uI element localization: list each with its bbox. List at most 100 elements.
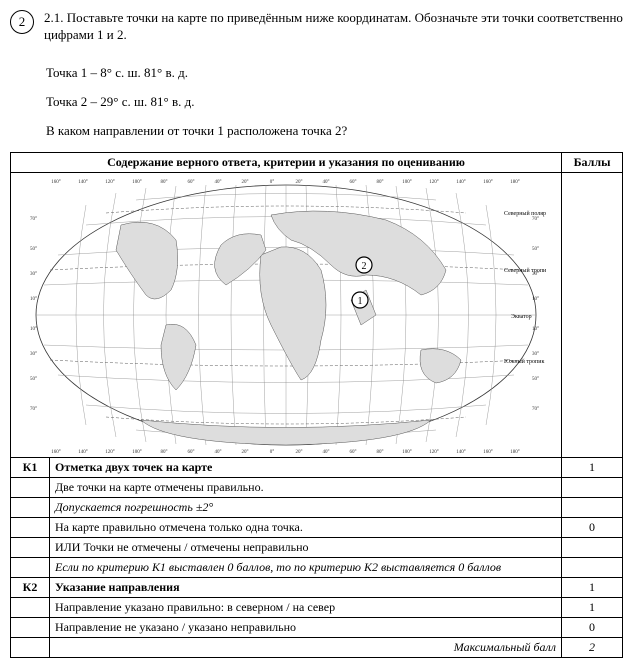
svg-text:180°: 180° [510, 180, 520, 185]
svg-text:Экватор: Экватор [511, 314, 532, 320]
svg-text:1: 1 [358, 296, 363, 307]
svg-text:Южный тропик: Южный тропик [504, 358, 544, 365]
map-point-1: 1 [352, 292, 368, 308]
criteria-key: К1 [11, 457, 50, 477]
criteria-score [562, 537, 623, 557]
criteria-text: Отметка двух точек на карте [50, 457, 562, 477]
svg-text:60°: 60° [350, 450, 357, 455]
svg-text:60°: 60° [188, 450, 195, 455]
world-map: 1 2 Северный полярный круг Северный троп… [26, 175, 546, 455]
svg-text:80°: 80° [377, 180, 384, 185]
svg-text:160°: 160° [483, 180, 493, 185]
svg-text:60°: 60° [188, 180, 195, 185]
table-row: ИЛИ Точки не отмечены / отмечены неправи… [11, 537, 623, 557]
criteria-score: 1 [562, 597, 623, 617]
criteria-text: Направление не указано / указано неправи… [50, 617, 562, 637]
svg-text:140°: 140° [456, 450, 466, 455]
table-row: Допускается погрешность ±2° [11, 497, 623, 517]
svg-text:100°: 100° [402, 450, 412, 455]
criteria-key [11, 617, 50, 637]
svg-text:60°: 60° [350, 180, 357, 185]
criteria-score: 1 [562, 457, 623, 477]
svg-text:30°: 30° [30, 272, 37, 277]
svg-text:80°: 80° [161, 180, 168, 185]
criteria-text: Допускается погрешность ±2° [50, 497, 562, 517]
map-point-2: 2 [356, 257, 372, 273]
svg-text:70°: 70° [30, 217, 37, 222]
svg-text:160°: 160° [51, 450, 61, 455]
table-row: Если по критерию К1 выставлен 0 баллов, … [11, 557, 623, 577]
svg-text:10°: 10° [532, 327, 539, 332]
svg-text:120°: 120° [429, 450, 439, 455]
svg-text:70°: 70° [532, 217, 539, 222]
svg-text:10°: 10° [532, 297, 539, 302]
point2-text: Точка 2 – 29° с. ш. 81° в. д. [46, 94, 623, 110]
criteria-text: Если по критерию К1 выставлен 0 баллов, … [50, 557, 562, 577]
svg-text:120°: 120° [105, 180, 115, 185]
direction-question: В каком направлении от точки 1 расположе… [46, 123, 623, 139]
svg-text:Северный полярный круг: Северный полярный круг [504, 210, 546, 217]
criteria-score: 2 [562, 637, 623, 657]
criteria-score [562, 477, 623, 497]
task-line1: 2.1. Поставьте точки на карте по приведё… [44, 10, 623, 44]
criteria-text: Указание направления [50, 577, 562, 597]
svg-text:20°: 20° [296, 180, 303, 185]
table-row: Максимальный балл2 [11, 637, 623, 657]
svg-text:10°: 10° [30, 327, 37, 332]
svg-text:180°: 180° [510, 450, 520, 455]
svg-text:100°: 100° [132, 180, 142, 185]
criteria-key [11, 637, 50, 657]
criteria-key [11, 477, 50, 497]
table-row: Направление указано правильно: в северно… [11, 597, 623, 617]
svg-text:100°: 100° [402, 180, 412, 185]
criteria-text: На карте правильно отмечена только одна … [50, 517, 562, 537]
criteria-key [11, 557, 50, 577]
svg-text:10°: 10° [30, 297, 37, 302]
point1-text: Точка 1 – 8° с. ш. 81° в. д. [46, 65, 623, 81]
criteria-score: 0 [562, 517, 623, 537]
svg-text:40°: 40° [215, 180, 222, 185]
criteria-text: Направление указано правильно: в северно… [50, 597, 562, 617]
table-row: На карте правильно отмечена только одна … [11, 517, 623, 537]
svg-text:20°: 20° [242, 180, 249, 185]
svg-text:30°: 30° [532, 272, 539, 277]
svg-text:50°: 50° [30, 247, 37, 252]
svg-text:80°: 80° [161, 450, 168, 455]
svg-text:160°: 160° [51, 180, 61, 185]
svg-text:2: 2 [362, 261, 367, 272]
svg-text:40°: 40° [215, 450, 222, 455]
table-row: К1Отметка двух точек на карте1 [11, 457, 623, 477]
task-text-block: 2.1. Поставьте точки на карте по приведё… [44, 10, 623, 52]
criteria-score: 0 [562, 617, 623, 637]
svg-text:140°: 140° [456, 180, 466, 185]
task-details: Точка 1 – 8° с. ш. 81° в. д. Точка 2 – 2… [46, 65, 623, 139]
criteria-key: К2 [11, 577, 50, 597]
svg-text:20°: 20° [242, 450, 249, 455]
criteria-text: Максимальный балл [50, 637, 562, 657]
question-number: 2 [10, 10, 34, 34]
header-criteria: Содержание верного ответа, критерии и ук… [11, 152, 562, 172]
svg-text:20°: 20° [296, 450, 303, 455]
svg-text:Северный тропик: Северный тропик [504, 267, 546, 274]
svg-text:100°: 100° [132, 450, 142, 455]
svg-text:50°: 50° [30, 377, 37, 382]
criteria-key [11, 497, 50, 517]
criteria-text: ИЛИ Точки не отмечены / отмечены неправи… [50, 537, 562, 557]
table-row: Две точки на карте отмечены правильно. [11, 477, 623, 497]
map-cell: 1 2 Северный полярный круг Северный троп… [11, 172, 562, 457]
svg-text:0°: 0° [270, 180, 275, 185]
svg-text:120°: 120° [429, 180, 439, 185]
svg-text:140°: 140° [78, 450, 88, 455]
svg-text:40°: 40° [323, 180, 330, 185]
criteria-key [11, 517, 50, 537]
svg-text:80°: 80° [377, 450, 384, 455]
svg-text:40°: 40° [323, 450, 330, 455]
svg-text:0°: 0° [270, 450, 275, 455]
criteria-key [11, 537, 50, 557]
svg-text:120°: 120° [105, 450, 115, 455]
criteria-score: 1 [562, 577, 623, 597]
criteria-key [11, 597, 50, 617]
criteria-score [562, 557, 623, 577]
svg-text:140°: 140° [78, 180, 88, 185]
table-row: Направление не указано / указано неправи… [11, 617, 623, 637]
